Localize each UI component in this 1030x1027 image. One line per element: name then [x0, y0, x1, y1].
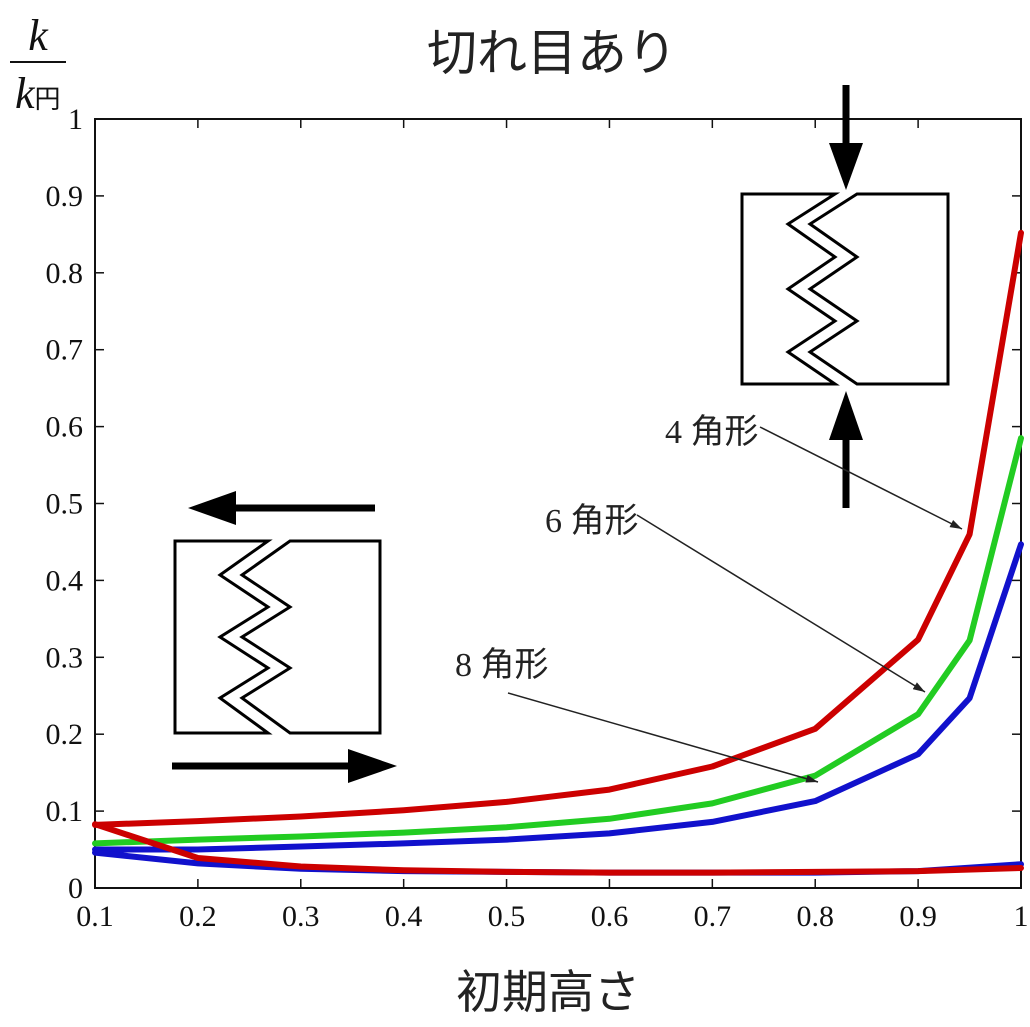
- annotation-label-hexagon: 6 角形: [545, 502, 639, 540]
- arrow-right-icon: [172, 749, 397, 783]
- y-tick-label: 0.9: [46, 180, 84, 213]
- x-tick-label: 0.3: [282, 900, 320, 933]
- x-axis-label: 初期高さ: [456, 965, 640, 1019]
- annotation-label-octagon: 8 角形: [455, 646, 549, 684]
- compression-specimen-diagram: [740, 85, 950, 508]
- x-tick-label: 0.7: [694, 900, 732, 933]
- y-tick-label: 0.6: [46, 411, 84, 444]
- y-tick-label: 1: [68, 103, 83, 136]
- y-label-denominator: k円: [15, 69, 61, 118]
- x-tick-label: 0.6: [591, 900, 629, 933]
- y-tick-label: 0: [68, 872, 83, 905]
- x-tick-label: 0.4: [385, 900, 423, 933]
- x-tick-label: 0.5: [488, 900, 526, 933]
- arrow-down-icon: [829, 85, 863, 190]
- y-tick-label: 0.3: [46, 641, 84, 674]
- x-tick-label: 1: [1014, 900, 1029, 933]
- x-tick-label: 0.2: [179, 900, 217, 933]
- series-line-2: [92, 435, 1024, 847]
- annotation-arrow-square: [759, 426, 963, 530]
- axis-tick-labels: 0.1 0.2 0.3 0.4 0.5 0.6 0.7 0.8 0.9 100.10.20.30.…: [46, 103, 1029, 933]
- y-tick-label: 0.5: [46, 488, 84, 521]
- x-tick-label: 0.8: [796, 900, 834, 933]
- y-tick-label: 0.2: [46, 718, 84, 751]
- annotation-arrow-hexagon: [636, 514, 926, 693]
- chart-title: 切れ目あり: [427, 24, 677, 82]
- x-tick-label: 0.9: [899, 900, 937, 933]
- arrow-up-icon: [829, 391, 863, 508]
- y-tick-label: 0.4: [46, 564, 84, 597]
- axis-ticks: [94, 118, 1022, 889]
- annotation-label-square: 4 角形: [665, 413, 759, 451]
- series-line-1: [92, 229, 1024, 828]
- series-line-3: [92, 541, 1024, 853]
- y-tick-label: 0.1: [46, 795, 84, 828]
- series-group: [92, 229, 1024, 876]
- arrow-left-icon: [188, 491, 375, 525]
- y-label-numerator: k: [28, 11, 49, 60]
- shear-specimen-diagram: [172, 491, 397, 783]
- y-tick-label: 0.7: [46, 334, 84, 367]
- y-tick-label: 0.8: [46, 257, 84, 290]
- y-axis-label: k k円: [10, 11, 66, 118]
- x-tick-label: 0.1: [76, 900, 114, 933]
- annotations: 4 角形 6 角形 8 角形: [455, 413, 963, 783]
- series-line-5: [92, 821, 1024, 876]
- annotation-arrow-octagon: [507, 692, 819, 783]
